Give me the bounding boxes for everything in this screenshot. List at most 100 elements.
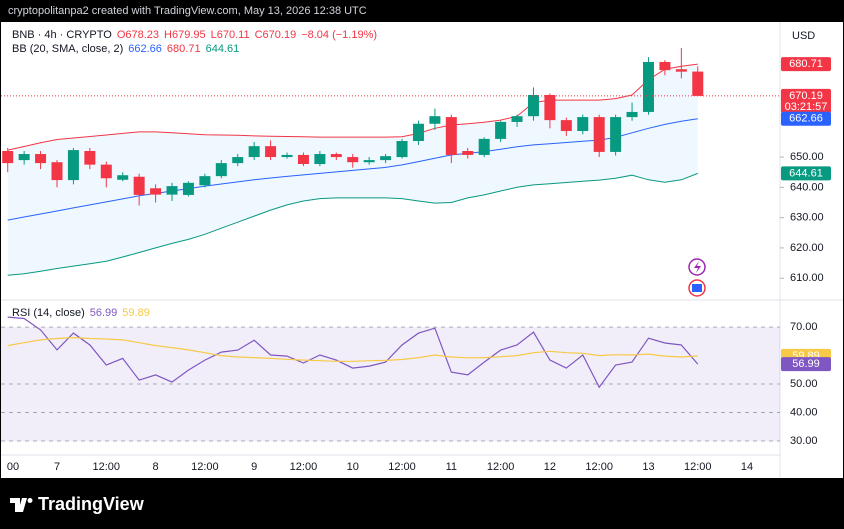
logo-dot bbox=[27, 498, 33, 503]
change: −8.04 (−1.19%) bbox=[301, 29, 377, 41]
candle-body bbox=[692, 71, 704, 96]
bb-line bbox=[7, 172, 698, 276]
footer-logo: TradingView bbox=[10, 494, 145, 514]
candle-body bbox=[248, 146, 260, 158]
candle-body bbox=[478, 138, 490, 155]
candle-body bbox=[314, 154, 326, 165]
candle-body bbox=[626, 111, 638, 118]
x-tick-label: 14 bbox=[741, 461, 753, 473]
y-tick-label: 70.00 bbox=[790, 321, 818, 333]
currency: USD bbox=[792, 30, 815, 42]
candle-body bbox=[133, 176, 145, 195]
candle-body bbox=[330, 154, 342, 158]
candle-body bbox=[199, 176, 211, 186]
candle-body bbox=[495, 121, 507, 139]
chart-area bbox=[1, 22, 843, 478]
x-tick-label: 00 bbox=[7, 461, 19, 473]
price-badge-label: 56.99 bbox=[792, 358, 820, 370]
x-tick-label: 10 bbox=[347, 461, 359, 473]
rsi-line bbox=[7, 316, 699, 389]
x-tick-label: 11 bbox=[446, 461, 457, 473]
x-tick-label: 12:00 bbox=[585, 461, 613, 473]
candle-body bbox=[117, 175, 129, 180]
price-badge bbox=[781, 166, 831, 181]
x-tick-label: 12:00 bbox=[388, 461, 416, 473]
price-badge-label: 662.66 bbox=[789, 113, 823, 125]
indicator-name: RSI (14, close) bbox=[12, 307, 85, 319]
price-badge bbox=[781, 57, 831, 72]
y-tick-label: 630.00 bbox=[790, 212, 824, 224]
candle-body bbox=[18, 154, 30, 161]
x-tick-label: 13 bbox=[642, 461, 654, 473]
candle-body bbox=[429, 116, 441, 124]
candle-body bbox=[265, 146, 277, 158]
candle-body bbox=[642, 61, 654, 112]
candle-body bbox=[396, 141, 408, 158]
bb-line bbox=[7, 118, 698, 221]
price-badge-label: 680.71 bbox=[789, 58, 823, 70]
candle-body bbox=[593, 117, 605, 152]
candle-body bbox=[2, 151, 14, 164]
candle-body bbox=[51, 162, 63, 181]
indicator-value: 56.99 bbox=[90, 307, 118, 319]
indicator-name: BB (20, SMA, close, 2) bbox=[12, 43, 123, 55]
rsi-line bbox=[7, 336, 698, 362]
candle-body bbox=[35, 154, 47, 164]
x-tick-label: 12:00 bbox=[487, 461, 515, 473]
indicator-value: 662.66 bbox=[128, 43, 162, 55]
y-tick-label: 610.00 bbox=[790, 272, 824, 284]
candle-body bbox=[560, 120, 572, 132]
candle-body bbox=[527, 94, 539, 117]
candle-body bbox=[544, 94, 556, 121]
logo-text: TradingView bbox=[38, 494, 145, 514]
candle-body bbox=[577, 117, 589, 132]
candle-body bbox=[100, 164, 112, 179]
x-tick-label: 9 bbox=[251, 461, 257, 473]
price-badge-label: 670.19 bbox=[789, 90, 823, 102]
x-tick-label: 12:00 bbox=[684, 461, 712, 473]
y-tick-label: 650.00 bbox=[790, 151, 824, 163]
candle-body bbox=[215, 163, 227, 177]
rsi-band bbox=[1, 327, 780, 442]
credit: cryptopolitanpa2 created with TradingVie… bbox=[8, 5, 367, 17]
price-badge-label: 644.61 bbox=[789, 167, 823, 179]
candle-body bbox=[281, 154, 293, 158]
candle-body bbox=[297, 154, 309, 165]
candle-body bbox=[84, 151, 96, 165]
candle-body bbox=[511, 116, 523, 122]
indicator-value: 644.61 bbox=[206, 43, 240, 55]
ohlc-value: C670.19 bbox=[255, 29, 297, 41]
x-tick-label: 7 bbox=[54, 461, 60, 473]
y-tick-label: 50.00 bbox=[790, 378, 818, 390]
y-tick-label: 620.00 bbox=[790, 242, 824, 254]
x-tick-label: 12:00 bbox=[290, 461, 318, 473]
candle-body bbox=[150, 188, 162, 195]
candle-body bbox=[182, 182, 194, 195]
x-tick-label: 12:00 bbox=[93, 461, 121, 473]
candle-body bbox=[659, 61, 671, 71]
candle-body bbox=[166, 186, 178, 195]
bb-line bbox=[7, 63, 698, 151]
candle-body bbox=[232, 157, 244, 164]
price-badge bbox=[781, 111, 831, 126]
indicator-icons bbox=[688, 258, 706, 297]
candle-body bbox=[380, 156, 392, 161]
candle-body bbox=[445, 117, 457, 155]
price-badge bbox=[781, 357, 831, 372]
indicator-value: 59.89 bbox=[122, 307, 150, 319]
candle-body bbox=[67, 150, 79, 181]
plot bbox=[1, 48, 780, 442]
bb-fill bbox=[7, 64, 698, 276]
price-badge bbox=[781, 88, 831, 113]
candle-body bbox=[675, 69, 687, 72]
x-tick-label: 8 bbox=[153, 461, 159, 473]
ohlc-value: O678.23 bbox=[117, 29, 159, 41]
x-tick-label: 12:00 bbox=[191, 461, 219, 473]
countdown: 03:21:57 bbox=[785, 101, 828, 113]
x-tick-label: 12 bbox=[544, 461, 556, 473]
candle-body bbox=[347, 157, 359, 163]
logo-icon bbox=[10, 498, 27, 512]
candle-body bbox=[412, 123, 424, 142]
candle-body bbox=[610, 117, 622, 152]
